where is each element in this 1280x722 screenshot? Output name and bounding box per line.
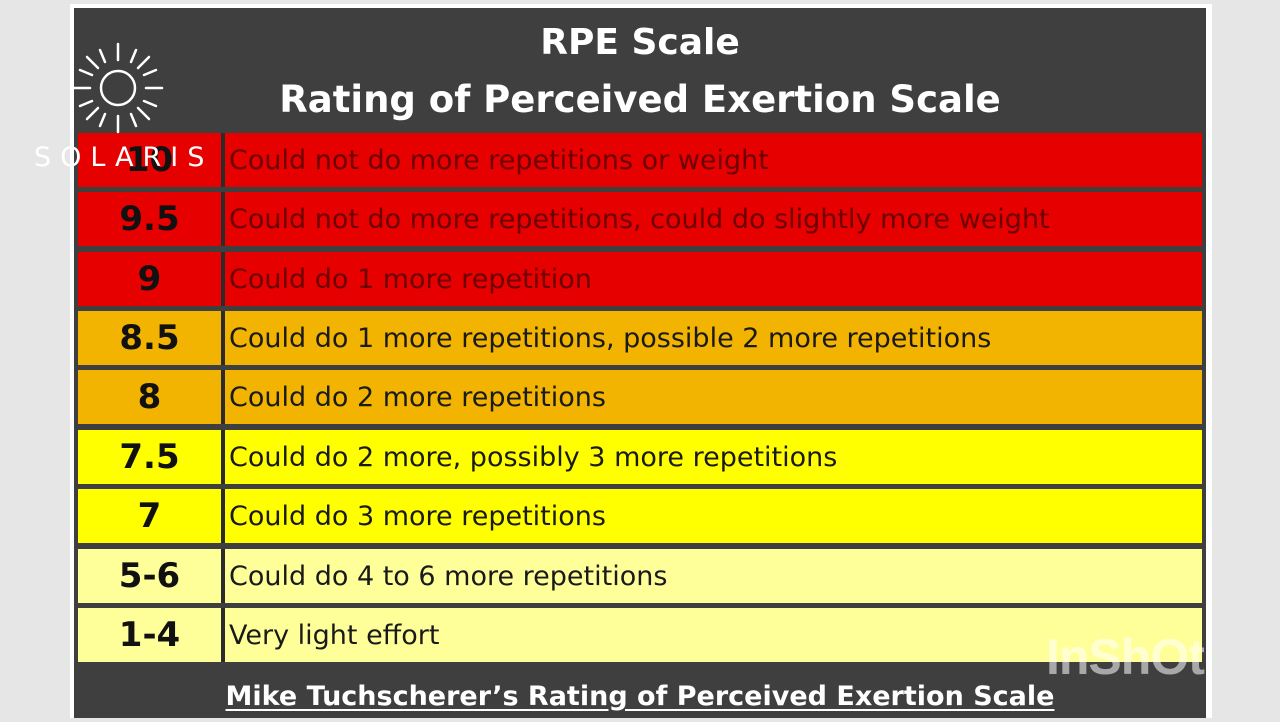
rating-value: 7.5 — [78, 430, 221, 484]
table-row: 7 Could do 3 more repetitions — [78, 489, 1202, 543]
rating-value: 9.5 — [78, 192, 221, 246]
logo-wordmark: SOLARIS — [34, 142, 214, 173]
table-row: 1-4 Very light effort — [78, 608, 1202, 662]
column-divider — [221, 370, 225, 424]
rating-description: Could do 2 more repetitions — [225, 370, 1202, 424]
rating-description: Could not do more repetitions or weight — [225, 133, 1202, 187]
rating-value: 5-6 — [78, 549, 221, 603]
column-divider — [221, 133, 225, 187]
rating-value: 7 — [78, 489, 221, 543]
footer-credit: Mike Tuchscherer’s Rating of Perceived E… — [225, 681, 1055, 712]
table-row: 9.5 Could not do more repetitions, could… — [78, 192, 1202, 246]
rating-description: Could do 3 more repetitions — [225, 489, 1202, 543]
column-divider — [221, 252, 225, 306]
rating-description: Could do 2 more, possibly 3 more repetit… — [225, 430, 1202, 484]
table-row: 5-6 Could do 4 to 6 more repetitions — [78, 549, 1202, 603]
table-header: RPE Scale Rating of Perceived Exertion S… — [74, 8, 1206, 132]
rpe-table: RPE Scale Rating of Perceived Exertion S… — [74, 8, 1206, 718]
rating-value: 8.5 — [78, 311, 221, 365]
table-row: 8.5 Could do 1 more repetitions, possibl… — [78, 311, 1202, 365]
sun-icon — [72, 42, 164, 134]
rating-description: Could do 1 more repetition — [225, 252, 1202, 306]
rating-value: 1-4 — [78, 608, 221, 662]
rating-description: Could not do more repetitions, could do … — [225, 192, 1202, 246]
column-divider — [221, 549, 225, 603]
table-row: 9 Could do 1 more repetition — [78, 252, 1202, 306]
table-row: 8 Could do 2 more repetitions — [78, 370, 1202, 424]
column-divider — [221, 311, 225, 365]
rating-value: 8 — [78, 370, 221, 424]
rating-description: Very light effort — [225, 608, 1202, 662]
rating-description: Could do 4 to 6 more repetitions — [225, 549, 1202, 603]
page-subtitle: Rating of Perceived Exertion Scale — [279, 78, 1001, 121]
column-divider — [221, 430, 225, 484]
table-row: 7.5 Could do 2 more, possibly 3 more rep… — [78, 430, 1202, 484]
table-row: 10 Could not do more repetitions or weig… — [78, 133, 1202, 187]
column-divider — [221, 608, 225, 662]
rating-value: 10 — [78, 133, 221, 187]
rating-value: 9 — [78, 252, 221, 306]
column-divider — [221, 489, 225, 543]
page-title: RPE Scale — [540, 22, 740, 63]
column-divider — [221, 192, 225, 246]
watermark: InShOt — [1046, 629, 1205, 685]
rating-description: Could do 1 more repetitions, possible 2 … — [225, 311, 1202, 365]
table-footer: Mike Tuchscherer’s Rating of Perceived E… — [74, 672, 1206, 718]
